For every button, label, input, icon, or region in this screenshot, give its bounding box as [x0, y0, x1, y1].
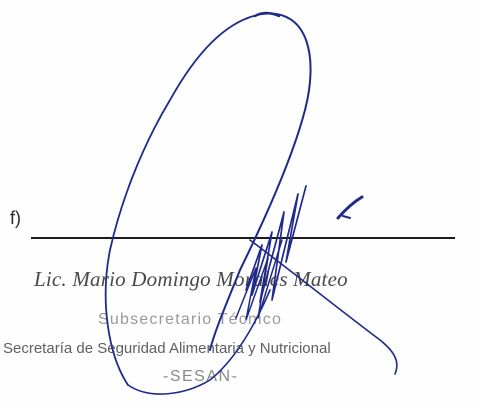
organization-acronym: -SESAN-	[163, 368, 239, 385]
field-label: f)	[10, 208, 21, 228]
signer-title: Subsecretario Técnico	[98, 311, 283, 328]
signature-line	[31, 237, 455, 239]
organization-name: Secretaría de Seguridad Alimentaria y Nu…	[3, 340, 331, 357]
signer-name: Lic. Mario Domingo Morales Mateo	[34, 267, 348, 291]
